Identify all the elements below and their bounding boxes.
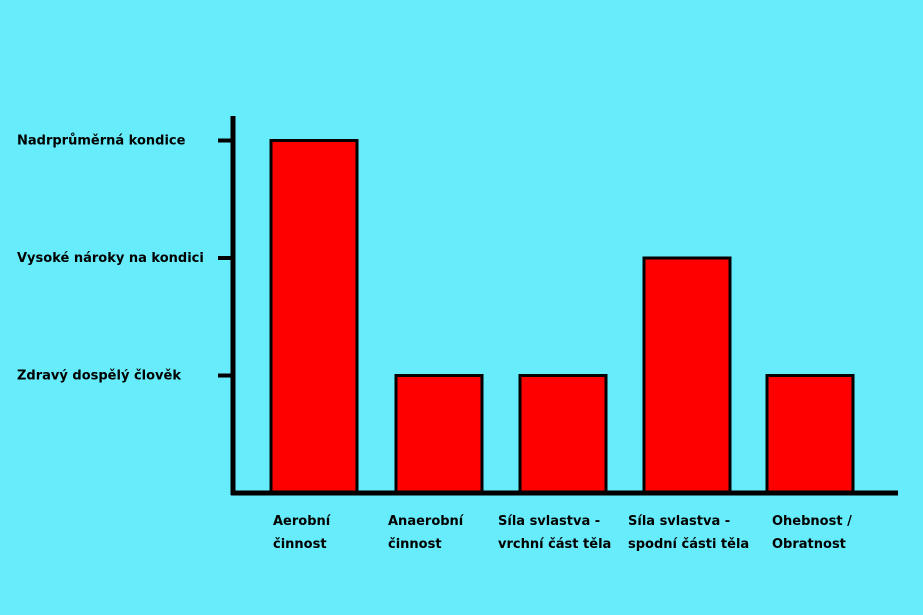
x-category-label: činnost xyxy=(273,537,327,552)
y-tick-label: Vysoké nároky na kondici xyxy=(17,251,204,266)
x-category-label: činnost xyxy=(388,537,442,552)
bar xyxy=(269,139,359,495)
y-tick-label: Zdravý dospělý člověk xyxy=(17,369,181,384)
bar xyxy=(642,256,732,495)
x-category-label: Anaerobní xyxy=(388,514,465,529)
bars xyxy=(269,139,855,495)
x-category-label: Aerobní xyxy=(273,514,332,529)
x-category-label: Síla svlastva - xyxy=(628,514,730,529)
x-category-label: spodní části těla xyxy=(628,537,749,552)
x-category-label: Síla svlastva - xyxy=(498,514,600,529)
x-category-label: Ohebnost / xyxy=(772,514,852,529)
y-tick-label: Nadrprůměrná kondice xyxy=(17,134,186,149)
x-axis-labels: Aerobní činnost Anaerobní činnost Síla svlas… xyxy=(273,514,852,552)
bar xyxy=(518,374,608,495)
bar xyxy=(394,374,484,495)
x-category-label: Obratnost xyxy=(772,537,846,552)
x-category-label: vrchní část těla xyxy=(498,537,611,552)
bar xyxy=(765,374,855,495)
y-axis-ticks: Zdravý dospělý člověk Vysoké nároky na ko… xyxy=(17,134,233,384)
